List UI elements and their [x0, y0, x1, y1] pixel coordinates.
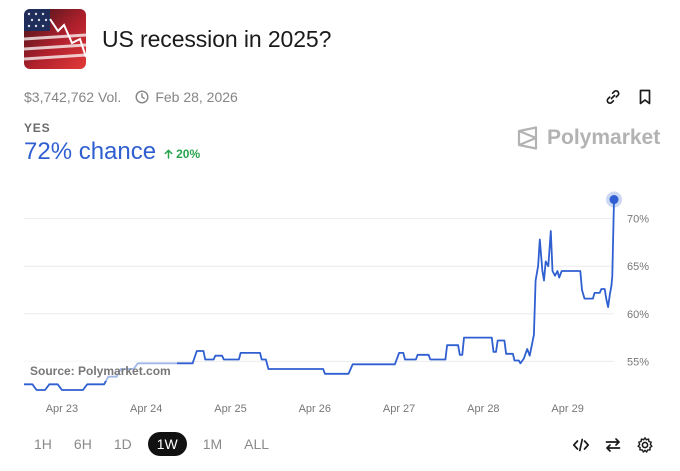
volume-text: $3,742,762 Vol.	[24, 89, 122, 105]
x-tick-label: Apr 28	[467, 403, 499, 415]
code-icon[interactable]	[572, 436, 590, 454]
swap-icon[interactable]	[604, 436, 622, 454]
market-actions	[604, 88, 654, 106]
gear-icon[interactable]	[636, 436, 654, 454]
y-tick-label: 60%	[627, 309, 649, 321]
chart-source: Source: Polymarket.com	[24, 361, 177, 381]
y-tick-label: 55%	[627, 356, 649, 368]
x-tick-label: Apr 27	[383, 403, 415, 415]
x-tick-label: Apr 29	[551, 403, 583, 415]
y-tick-label: 65%	[627, 261, 649, 273]
market-header: US recession in 2025?	[24, 9, 331, 69]
bookmark-icon[interactable]	[636, 88, 654, 106]
end-date-text: Feb 28, 2026	[155, 89, 238, 105]
chance-row: 72% chance 20%	[24, 138, 200, 166]
chance-delta: 20%	[164, 147, 200, 161]
outcome-label: YES	[24, 121, 51, 135]
delta-text: 20%	[176, 147, 201, 161]
market-meta: $3,742,762 Vol. Feb 28, 2026	[24, 89, 238, 105]
polymarket-brand: Polymarket	[516, 126, 660, 150]
polymarket-logo-icon	[517, 126, 538, 150]
chart-tools	[572, 436, 654, 454]
range-all[interactable]: ALL	[244, 436, 270, 452]
range-1w[interactable]: 1W	[147, 432, 187, 456]
clock-icon	[135, 90, 149, 104]
range-1m[interactable]: 1M	[202, 436, 223, 452]
chance-value: 72% chance	[24, 138, 157, 165]
market-thumbnail	[24, 9, 86, 69]
x-tick-label: Apr 23	[46, 403, 78, 415]
arrow-up-icon	[164, 149, 173, 159]
y-tick-label: 70%	[627, 214, 649, 226]
x-tick-label: Apr 26	[299, 403, 331, 415]
range-1h[interactable]: 1H	[34, 436, 52, 452]
range-1d[interactable]: 1D	[113, 436, 132, 452]
x-tick-label: Apr 25	[214, 403, 246, 415]
time-range-selector: 1H 6H 1D 1W 1M ALL	[28, 432, 275, 456]
x-tick-label: Apr 24	[130, 403, 162, 415]
link-icon[interactable]	[604, 88, 622, 106]
range-6h[interactable]: 6H	[73, 436, 92, 452]
last-point	[609, 195, 619, 205]
brand-name: Polymarket	[547, 126, 661, 149]
market-title: US recession in 2025?	[102, 25, 332, 52]
price-chart: 55% 60% 65% 70% Apr 23 Apr 24 Apr 25 Apr 26 Apr …	[24, 191, 649, 415]
